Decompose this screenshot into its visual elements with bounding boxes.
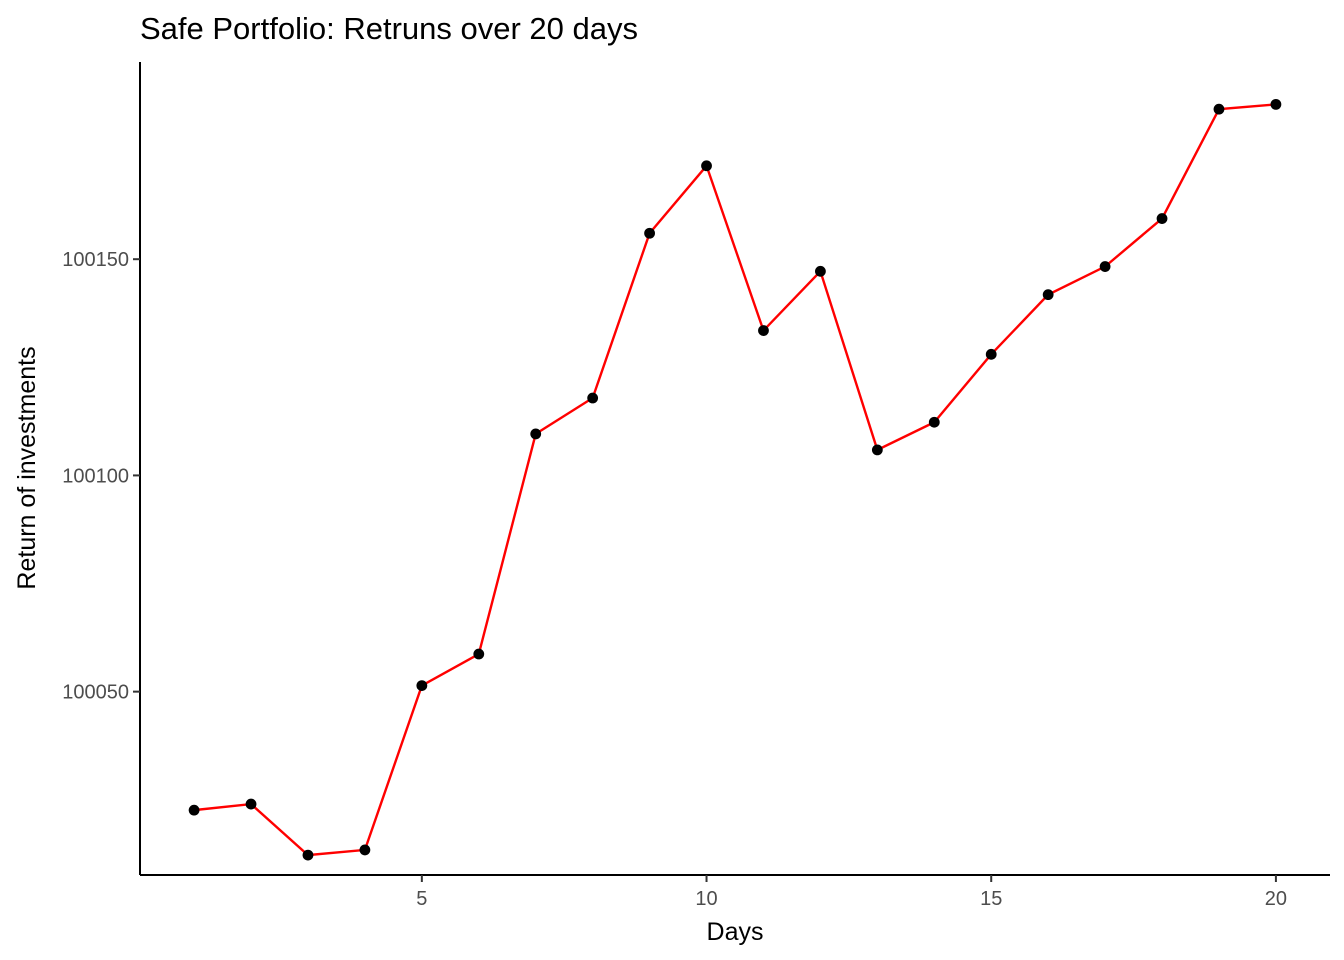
y-tick-label: 100100: [62, 465, 129, 487]
y-axis-ticks: 100050 100100 100150: [62, 249, 140, 704]
data-point: [1156, 213, 1168, 224]
data-point: [758, 325, 769, 336]
series-line: [193, 103, 1277, 857]
data-point: [359, 844, 371, 856]
data-point: [1213, 103, 1225, 115]
data-point: [530, 428, 542, 440]
y-tick-label: 100150: [62, 249, 129, 271]
x-axis-ticks: 5 10 15 20: [416, 875, 1287, 910]
data-point: [1270, 98, 1282, 110]
data-point: [928, 416, 940, 428]
x-tick-label: 5: [416, 888, 427, 910]
data-point: [416, 680, 428, 691]
y-tick-label: 100050: [62, 682, 129, 704]
data-point: [302, 849, 314, 861]
data-point: [871, 444, 883, 456]
x-axis-title: Days: [707, 918, 764, 946]
data-point: [985, 348, 997, 360]
data-point: [473, 648, 485, 660]
data-point: [188, 804, 200, 816]
x-tick-label: 20: [1265, 888, 1287, 910]
data-point: [644, 227, 655, 239]
chart-title: Safe Portfolio: Retruns over 20 days: [140, 11, 638, 46]
data-point: [815, 265, 826, 277]
data-point: [701, 160, 712, 172]
data-point: [245, 798, 257, 810]
data-point: [1042, 289, 1054, 301]
x-tick-label: 15: [980, 888, 1002, 910]
x-tick-label: 10: [695, 888, 717, 910]
y-axis-title: Return of investments: [13, 346, 41, 589]
plot-area: [188, 98, 1282, 861]
data-point: [587, 392, 599, 404]
data-point: [1099, 261, 1111, 272]
